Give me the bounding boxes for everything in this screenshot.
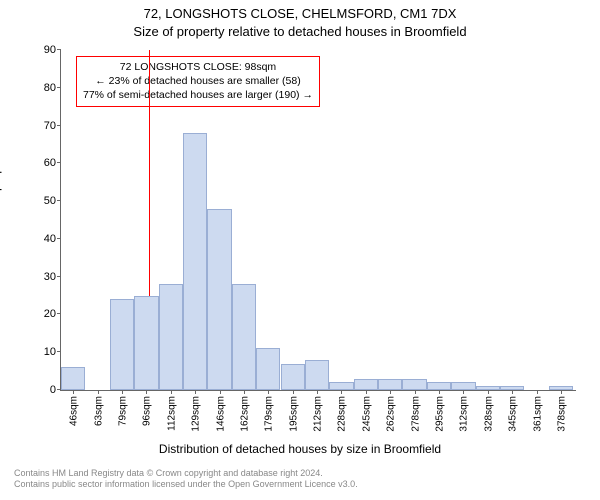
x-tick-label: 312sqm: [457, 396, 470, 432]
y-tick-mark: [57, 238, 61, 239]
x-tick-mark: [244, 390, 245, 394]
x-tick-mark: [415, 390, 416, 394]
histogram-bar: [329, 382, 353, 390]
x-tick-label: 361sqm: [530, 396, 543, 432]
histogram-bar: [207, 209, 231, 390]
y-tick-mark: [57, 87, 61, 88]
y-tick-label: 90: [44, 44, 61, 56]
x-tick-label: 146sqm: [213, 396, 226, 432]
x-tick-mark: [439, 390, 440, 394]
y-tick-mark: [57, 200, 61, 201]
x-tick-label: 195sqm: [286, 396, 299, 432]
x-tick-mark: [488, 390, 489, 394]
annotation-box: 72 LONGSHOTS CLOSE: 98sqm ← 23% of detac…: [76, 56, 320, 107]
x-tick-mark: [366, 390, 367, 394]
y-tick-label: 0: [50, 384, 61, 396]
annotation-line-2: ← 23% of detached houses are smaller (58…: [83, 74, 313, 88]
x-tick-mark: [268, 390, 269, 394]
histogram-bar: [183, 133, 207, 390]
x-tick-label: 79sqm: [115, 396, 128, 426]
x-tick-label: 378sqm: [554, 396, 567, 432]
x-tick-label: 212sqm: [311, 396, 324, 432]
histogram-bar: [134, 296, 158, 390]
title-address: 72, LONGSHOTS CLOSE, CHELMSFORD, CM1 7DX: [0, 6, 600, 21]
x-tick-mark: [390, 390, 391, 394]
x-tick-mark: [561, 390, 562, 394]
x-tick-mark: [146, 390, 147, 394]
y-tick-mark: [57, 351, 61, 352]
y-tick-label: 30: [44, 271, 61, 283]
x-tick-label: 63sqm: [91, 396, 104, 426]
y-tick-mark: [57, 49, 61, 50]
x-tick-mark: [293, 390, 294, 394]
x-tick-mark: [512, 390, 513, 394]
histogram-bar: [451, 382, 475, 390]
annotation-line-3: 77% of semi-detached houses are larger (…: [83, 88, 313, 102]
histogram-bar: [159, 284, 183, 390]
x-tick-label: 96sqm: [140, 396, 153, 426]
y-axis-label: Number of detached properties: [0, 137, 2, 302]
x-axis-label: Distribution of detached houses by size …: [0, 442, 600, 456]
histogram-bar: [110, 299, 134, 390]
y-tick-mark: [57, 162, 61, 163]
x-tick-mark: [171, 390, 172, 394]
footer-attribution: Contains HM Land Registry data © Crown c…: [14, 468, 358, 491]
y-tick-label: 80: [44, 82, 61, 94]
y-tick-label: 60: [44, 157, 61, 169]
x-tick-mark: [122, 390, 123, 394]
histogram-bar: [378, 379, 402, 390]
x-tick-label: 112sqm: [164, 396, 177, 431]
x-tick-mark: [98, 390, 99, 394]
y-tick-label: 70: [44, 120, 61, 132]
footer-line-1: Contains HM Land Registry data © Crown c…: [14, 468, 358, 479]
x-tick-label: 179sqm: [262, 396, 275, 432]
histogram-bar: [354, 379, 378, 390]
x-tick-label: 46sqm: [67, 396, 80, 426]
x-tick-mark: [537, 390, 538, 394]
y-tick-label: 40: [44, 233, 61, 245]
x-tick-label: 295sqm: [433, 396, 446, 432]
y-tick-label: 10: [44, 346, 61, 358]
x-tick-mark: [73, 390, 74, 394]
x-tick-mark: [463, 390, 464, 394]
histogram-bar: [256, 348, 280, 390]
histogram-bar: [61, 367, 85, 390]
y-tick-label: 20: [44, 308, 61, 320]
x-tick-label: 262sqm: [384, 396, 397, 432]
x-tick-label: 245sqm: [359, 396, 372, 432]
histogram-bar: [232, 284, 256, 390]
x-tick-mark: [317, 390, 318, 394]
y-tick-mark: [57, 276, 61, 277]
x-tick-label: 129sqm: [189, 396, 202, 432]
x-tick-mark: [341, 390, 342, 394]
histogram-bar: [402, 379, 426, 390]
chart-container: 72, LONGSHOTS CLOSE, CHELMSFORD, CM1 7DX…: [0, 0, 600, 500]
histogram-bar: [281, 364, 305, 390]
y-tick-label: 50: [44, 195, 61, 207]
x-tick-mark: [220, 390, 221, 394]
title-subtitle: Size of property relative to detached ho…: [0, 24, 600, 39]
x-tick-label: 278sqm: [408, 396, 421, 432]
footer-line-2: Contains public sector information licen…: [14, 479, 358, 490]
y-tick-mark: [57, 125, 61, 126]
x-tick-label: 162sqm: [237, 396, 250, 432]
y-tick-mark: [57, 313, 61, 314]
x-tick-label: 228sqm: [335, 396, 348, 432]
annotation-line-1: 72 LONGSHOTS CLOSE: 98sqm: [83, 60, 313, 74]
plot-area: 72 LONGSHOTS CLOSE: 98sqm ← 23% of detac…: [60, 50, 576, 391]
x-tick-label: 345sqm: [506, 396, 519, 432]
x-tick-label: 328sqm: [481, 396, 494, 432]
histogram-bar: [427, 382, 451, 390]
x-tick-mark: [195, 390, 196, 394]
histogram-bar: [305, 360, 329, 390]
